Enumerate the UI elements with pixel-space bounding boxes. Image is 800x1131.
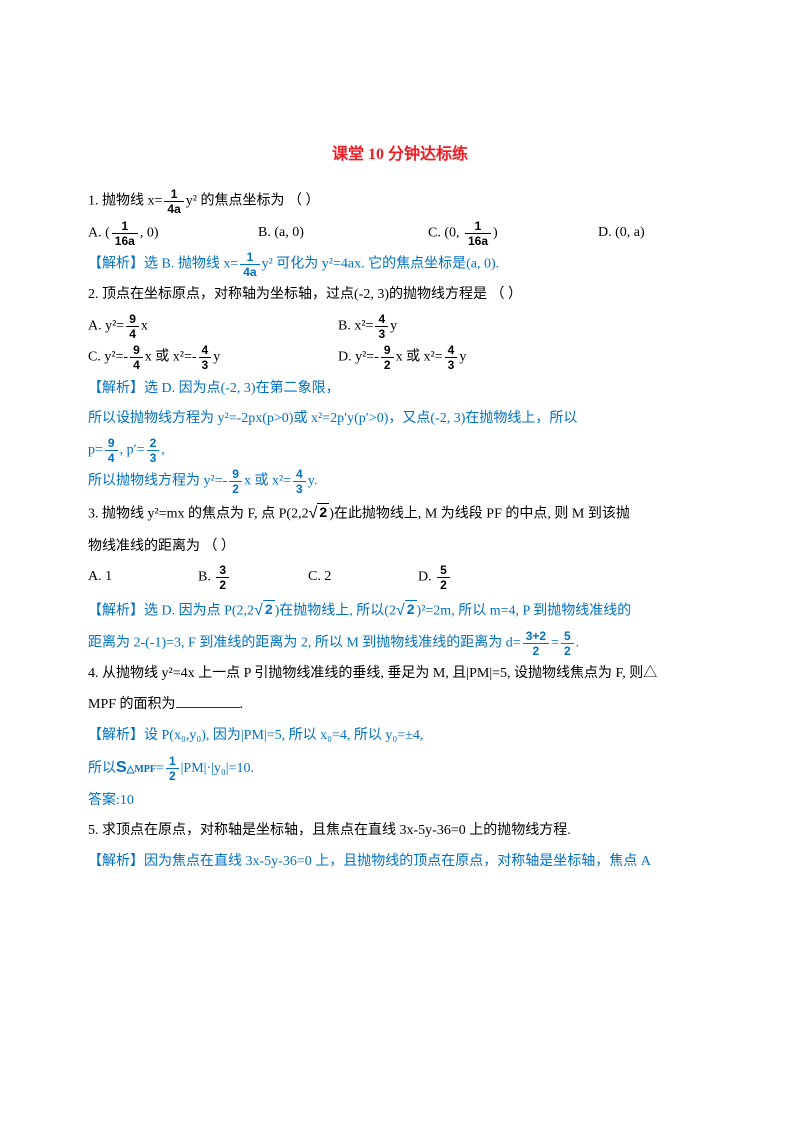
q1-opt-d: D. (0, a) bbox=[598, 220, 645, 247]
q2-opt-c: C. y²=-94x 或 x²=-43y bbox=[88, 344, 338, 371]
q1-solution: 【解析】选 B. 抛物线 x=14ay² 可化为 y²=4ax. 它的焦点坐标是… bbox=[88, 251, 712, 278]
q3-sol2: 距离为 2-(-1)=3, F 到准线的距离为 2, 所以 M 到抛物线准线的距… bbox=[88, 630, 712, 657]
q4-answer: 答案:10 bbox=[88, 788, 712, 815]
q2-opt-a: A. y²=94x bbox=[88, 313, 338, 340]
q3-stem-l2: 物线准线的距离为 （ ） bbox=[88, 534, 712, 561]
q1-opt-c: C. (0, 116a) bbox=[428, 220, 598, 247]
q2-sol3: p=94, p′=23, bbox=[88, 437, 712, 464]
q4-stem1: 4. 从抛物线 y²=4x 上一点 P 引抛物线准线的垂线, 垂足为 M, 且|… bbox=[88, 661, 712, 688]
q2-row2: C. y²=-94x 或 x²=-43y D. y²=-92x 或 x²=43y bbox=[88, 344, 712, 371]
q4-sol2: 所以S△MPF=12|PM|·|y₀|=10. bbox=[88, 753, 712, 783]
q1-opt-a: A. (116a, 0) bbox=[88, 220, 258, 247]
q3-sol1: 【解析】选 D. 因为点 P(2,22)在抛物线上, 所以(22)²=2m, 所… bbox=[88, 596, 712, 626]
q2-opt-d: D. y²=-92x 或 x²=43y bbox=[338, 344, 466, 371]
q1-stem-b: y² 的焦点坐标为 （ ） bbox=[186, 194, 320, 209]
page-title: 课堂 10 分钟达标练 bbox=[88, 140, 712, 170]
q1-options: A. (116a, 0) B. (a, 0) C. (0, 116a) D. (… bbox=[88, 220, 712, 247]
q2-opt-b: B. x²=43y bbox=[338, 313, 397, 340]
q3-opt-b: B. 32 bbox=[198, 564, 308, 591]
q3-opt-d: D. 52 bbox=[418, 564, 452, 591]
q2-sol4: 所以抛物线方程为 y²=-92x 或 x²=43y. bbox=[88, 468, 712, 495]
sqrt-icon: 2 bbox=[309, 499, 330, 529]
q1-opt-b: B. (a, 0) bbox=[258, 220, 428, 247]
q3-stem-l1: 3. 抛物线 y²=mx 的焦点为 F, 点 P(2,22)在此抛物线上, M … bbox=[88, 499, 712, 529]
q2-row1: A. y²=94x B. x²=43y bbox=[88, 313, 712, 340]
q4-sol1: 【解析】设 P(x₀,y₀), 因为|PM|=5, 所以 x₀=4, 所以 y₀… bbox=[88, 723, 712, 750]
q2-sol1: 【解析】选 D. 因为点(-2, 3)在第二象限， bbox=[88, 376, 712, 403]
q3-opt-c: C. 2 bbox=[308, 564, 418, 591]
q1-stem: 1. 抛物线 x=14ay² 的焦点坐标为 （ ） bbox=[88, 188, 712, 215]
q5-sol: 【解析】因为焦点在直线 3x-5y-36=0 上，且抛物线的顶点在原点，对称轴是… bbox=[88, 849, 712, 876]
blank-line bbox=[176, 694, 240, 708]
q1-frac: 14a bbox=[164, 188, 183, 215]
q1-stem-a: 1. 抛物线 x= bbox=[88, 194, 162, 209]
q3-options: A. 1 B. 32 C. 2 D. 52 bbox=[88, 564, 712, 591]
q5-stem: 5. 求顶点在原点，对称轴是坐标轴，且焦点在直线 3x-5y-36=0 上的抛物… bbox=[88, 818, 712, 845]
q2-sol2: 所以设抛物线方程为 y²=-2px(p>0)或 x²=2p′y(p′>0)，又点… bbox=[88, 406, 712, 433]
q3-opt-a: A. 1 bbox=[88, 564, 198, 591]
q2-stem: 2. 顶点在坐标原点，对称轴为坐标轴，过点(-2, 3)的抛物线方程是 （ ） bbox=[88, 282, 712, 309]
q4-stem2: MPF 的面积为. bbox=[88, 692, 712, 719]
